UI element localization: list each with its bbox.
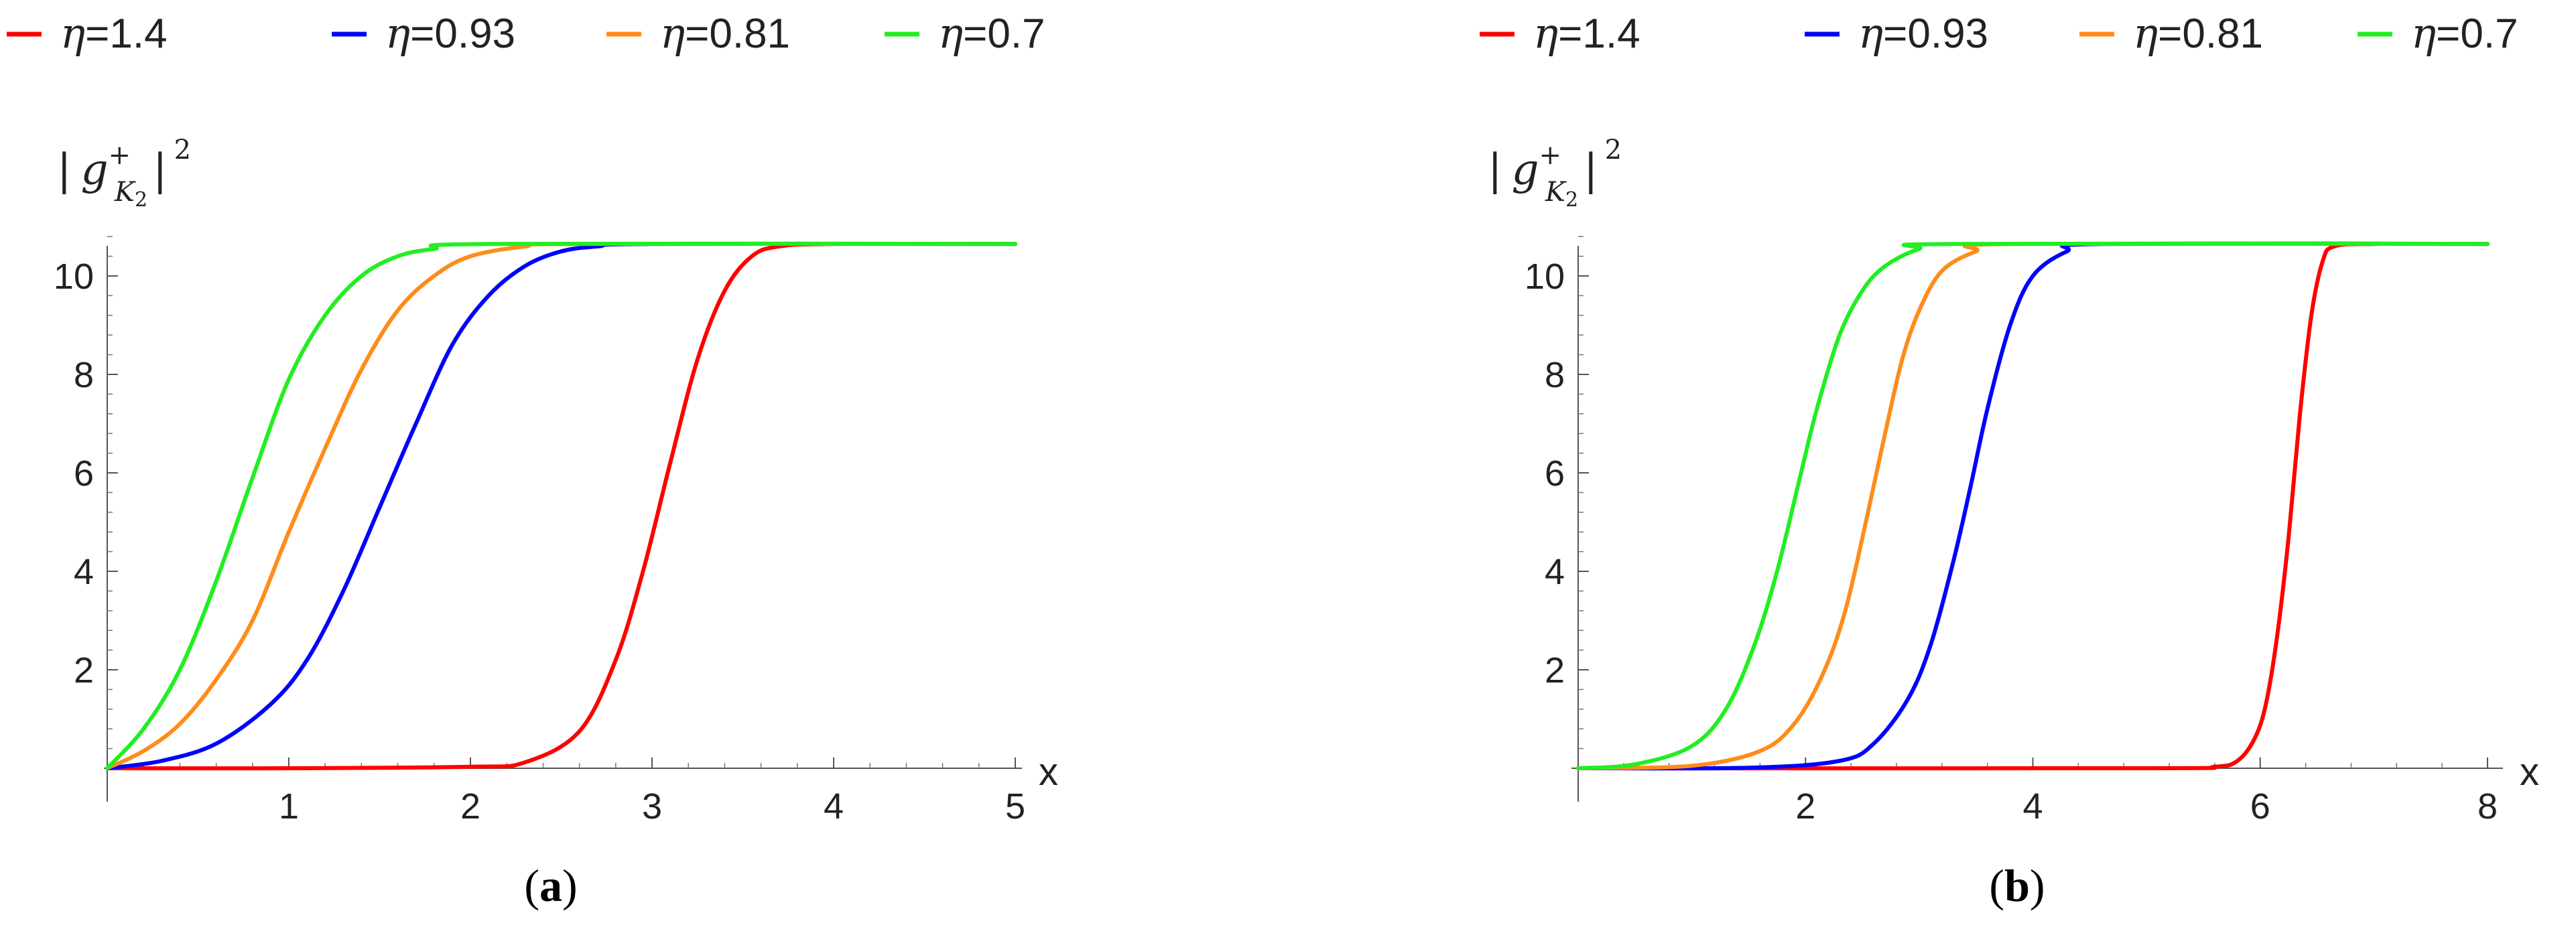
- series-line-2: [1576, 241, 2490, 770]
- y-tick-label: 8: [1545, 355, 1565, 395]
- x-axis-label: x: [1039, 750, 1058, 794]
- caption-letter: b: [2004, 860, 2030, 911]
- caption-paren-open: (: [524, 860, 539, 911]
- y-tick-label: 2: [1545, 650, 1565, 691]
- legend-item: η=0.93: [1805, 9, 1988, 58]
- legend-item: η=0.81: [606, 9, 790, 58]
- ylabel-base: g: [1512, 145, 1539, 195]
- ylabel-subscript: K: [114, 177, 136, 208]
- caption-paren-open: (: [1989, 860, 2004, 911]
- ylabel-subscript: K: [1545, 177, 1567, 208]
- panel-caption: (a): [524, 860, 577, 911]
- caption-paren-close: ): [2030, 860, 2045, 911]
- legend-greek: η: [2133, 9, 2158, 58]
- series-line-3: [1576, 241, 2490, 770]
- y-tick-label: 10: [1525, 257, 1565, 297]
- legend-label: η=1.4: [1533, 9, 1640, 58]
- ylabel-subscript-index: 2: [1565, 188, 1578, 212]
- x-tick-label: 2: [460, 786, 480, 827]
- legend-greek: η: [385, 9, 410, 58]
- legend-label: η=1.4: [60, 9, 168, 58]
- y-axis-label: | g+ K2| 2: [1488, 135, 1622, 212]
- y-tick-label: 2: [74, 650, 94, 691]
- y-axis-label: | g+ K2| 2: [57, 135, 191, 212]
- x-axis-label: x: [2520, 750, 2539, 794]
- legend-label: η=0.7: [938, 9, 1045, 58]
- legend-label: η=0.93: [1858, 9, 1988, 58]
- y-tick-label: 10: [54, 257, 94, 297]
- panel-caption: (b): [1989, 860, 2045, 911]
- legend-value: =0.7: [963, 11, 1045, 57]
- ylabel-subscript-index: 2: [135, 188, 147, 212]
- y-tick-label: 4: [74, 552, 94, 592]
- legend: η=1.4 η=0.93 η=0.81 η=0.7: [1480, 9, 2518, 58]
- legend-item: η=1.4: [7, 9, 168, 58]
- legend-value: =0.93: [410, 11, 515, 57]
- legend-item: η=0.81: [2079, 9, 2263, 58]
- y-tick-label: 4: [1545, 552, 1565, 592]
- legend-greek: η: [60, 9, 85, 58]
- legend-greek: η: [1533, 9, 1558, 58]
- x-tick-label: 4: [2022, 786, 2043, 827]
- legend-greek: η: [2411, 9, 2436, 58]
- legend-item: η=0.7: [885, 9, 1045, 58]
- legend-item: η=0.7: [2358, 9, 2518, 58]
- x-tick-label: 2: [1795, 786, 1815, 827]
- x-tick-label: 4: [824, 786, 844, 827]
- legend-value: =1.4: [85, 11, 167, 57]
- legend-value: =0.81: [685, 11, 790, 57]
- legend-label: η=0.81: [2133, 9, 2263, 58]
- caption-paren-close: ): [562, 860, 578, 911]
- series-line-0: [105, 241, 1017, 771]
- legend-item: η=1.4: [1480, 9, 1640, 58]
- legend-item: η=0.93: [332, 9, 515, 58]
- y-tick-label: 8: [74, 355, 94, 395]
- x-tick-label: 8: [2477, 786, 2498, 827]
- legend-value: =1.4: [1558, 11, 1640, 57]
- legend-value: =0.7: [2436, 11, 2518, 57]
- legend-value: =0.81: [2158, 11, 2263, 57]
- series-line-3: [105, 241, 1017, 770]
- ylabel-bar-left: |: [57, 145, 72, 195]
- ylabel-bar-right: |: [1584, 145, 1598, 195]
- ylabel-bar-right: |: [153, 145, 168, 195]
- legend-greek: η: [660, 9, 685, 58]
- y-tick-label: 6: [74, 453, 94, 494]
- x-tick-label: 1: [279, 786, 299, 827]
- legend: η=1.4 η=0.93 η=0.81 η=0.7: [7, 9, 1045, 58]
- legend-label: η=0.7: [2411, 9, 2518, 58]
- y-tick-label: 6: [1545, 453, 1565, 494]
- x-tick-label: 6: [2250, 786, 2270, 827]
- legend-greek: η: [1858, 9, 1883, 58]
- legend-label: η=0.93: [385, 9, 515, 58]
- caption-letter: a: [539, 860, 562, 911]
- ylabel-superscript: +: [109, 140, 131, 171]
- series-line-1: [1576, 241, 2490, 771]
- ylabel-power: 2: [174, 135, 191, 165]
- legend-value: =0.93: [1883, 11, 1988, 57]
- ylabel-bar-left: |: [1488, 145, 1502, 195]
- x-tick-label: 3: [642, 786, 662, 827]
- legend-label: η=0.81: [660, 9, 790, 58]
- series-line-0: [1576, 241, 2490, 771]
- ylabel-power: 2: [1605, 135, 1622, 165]
- ylabel-base: g: [81, 145, 109, 195]
- x-tick-label: 5: [1005, 786, 1025, 827]
- ylabel-superscript: +: [1539, 140, 1562, 171]
- legend-greek: η: [938, 9, 963, 58]
